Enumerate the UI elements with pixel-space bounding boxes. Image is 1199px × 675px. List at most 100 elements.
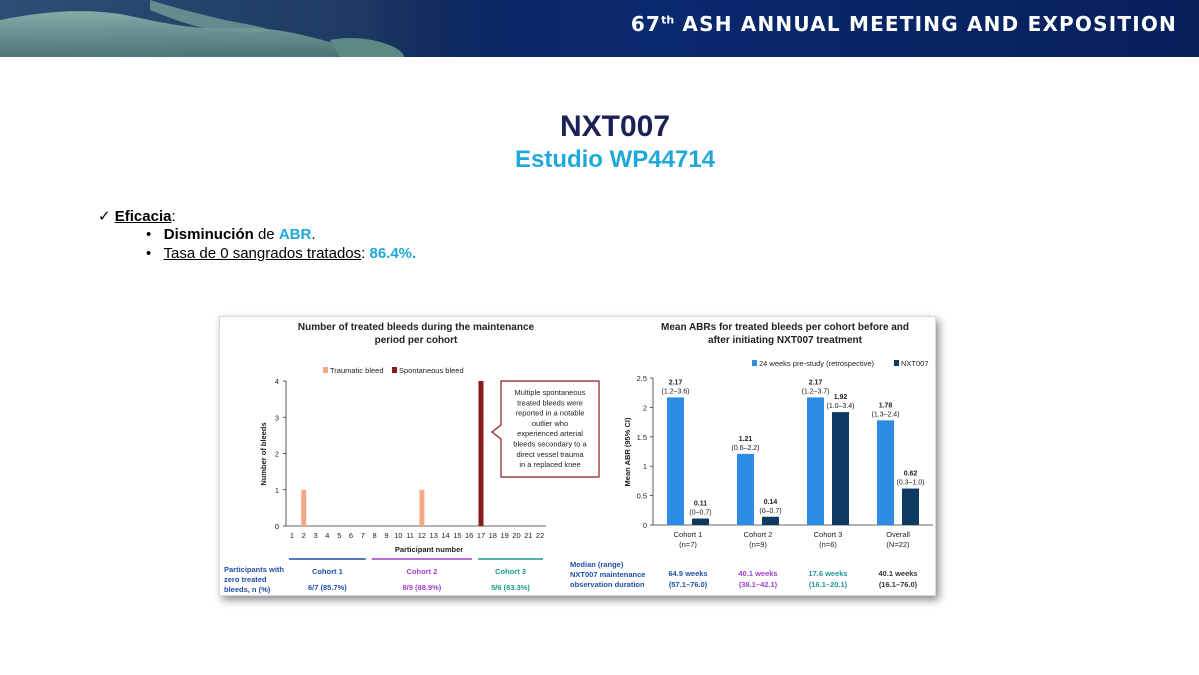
left-y-axis-label: Number of bleeds bbox=[259, 422, 268, 485]
duration-weeks: 40.1 weeks bbox=[738, 569, 777, 578]
nxt007-abr-value: 0.14 bbox=[764, 499, 778, 506]
legend-label-nxt007: NXT007 bbox=[901, 359, 929, 368]
participant-tick-label: 3 bbox=[313, 531, 317, 540]
nxt007-abr-bar bbox=[832, 412, 849, 525]
left-y-tick-label: 2 bbox=[275, 450, 279, 459]
results-figure-svg: Number of treated bleeds during the main… bbox=[224, 322, 933, 594]
prestudy-abr-value: 1.78 bbox=[879, 402, 893, 409]
nxt007-abr-value: 0.11 bbox=[694, 501, 707, 508]
outlier-callout-text: direct vessel trauma bbox=[516, 450, 584, 459]
prestudy-abr-value: 1.21 bbox=[739, 436, 753, 443]
prestudy-abr-value: 2.17 bbox=[669, 379, 683, 386]
right-category-n: (N=22) bbox=[886, 540, 910, 549]
efficacy-label: Eficacia bbox=[114, 208, 172, 225]
right-category-n: (n=7) bbox=[679, 540, 697, 549]
right-category-label: Cohort 1 bbox=[674, 530, 703, 539]
outlier-callout-text: bleeds secondary to a bbox=[513, 440, 587, 449]
bullet-abr: • Disminución de ABR. bbox=[146, 226, 316, 243]
outlier-callout-text: reported in a notable bbox=[516, 409, 585, 418]
traumatic-bleed-bar bbox=[301, 489, 307, 526]
outlier-callout-text: Multiple spontaneous bbox=[515, 388, 586, 397]
spontaneous-bleed-bar bbox=[478, 381, 484, 526]
outlier-callout-text: treated bleeds were bbox=[517, 398, 583, 407]
outlier-callout-text: experienced arterial bbox=[517, 429, 583, 438]
participant-tick-label: 17 bbox=[477, 531, 485, 540]
nxt007-abr-ci: (0–0.7) bbox=[759, 508, 781, 515]
right-y-tick-label: 0 bbox=[643, 521, 647, 530]
right-category-n: (n=9) bbox=[749, 540, 767, 549]
cohort-zero-bleeds-value: 5/6 (83.3%) bbox=[491, 583, 530, 592]
traumatic-bleed-bar bbox=[419, 489, 425, 526]
participant-tick-label: 14 bbox=[441, 531, 449, 540]
prestudy-abr-ci: (1.2–3.6) bbox=[661, 388, 689, 395]
participant-tick-label: 8 bbox=[373, 531, 377, 540]
bullet-dot-icon: • bbox=[146, 245, 152, 262]
nxt007-abr-ci: (1.0–3.4) bbox=[826, 403, 854, 410]
participant-tick-label: 5 bbox=[337, 531, 341, 540]
participant-tick-label: 11 bbox=[406, 531, 414, 540]
participant-tick-label: 6 bbox=[349, 531, 353, 540]
prestudy-abr-ci: (1.2–3.7) bbox=[801, 388, 829, 395]
statue-photo bbox=[0, 0, 520, 57]
bullet-dot-icon: • bbox=[146, 226, 152, 243]
participant-tick-label: 13 bbox=[430, 531, 438, 540]
participant-tick-label: 10 bbox=[394, 531, 402, 540]
legend-label-prestudy: 24 weeks pre-study (retrospective) bbox=[759, 359, 875, 368]
participant-tick-label: 2 bbox=[302, 531, 306, 540]
prestudy-abr-ci: (0.6–2.2) bbox=[731, 445, 759, 452]
right-chart-title: after initiating NXT007 treatment bbox=[708, 335, 863, 346]
prestudy-abr-bar bbox=[737, 453, 754, 525]
cohort-label: Cohort 1 bbox=[312, 567, 343, 576]
left-x-axis-label: Participant number bbox=[395, 545, 463, 554]
zero-bleeds-row-label: Participants with bbox=[224, 565, 284, 574]
right-y-tick-label: 1.5 bbox=[637, 433, 647, 442]
nxt007-abr-ci: (0.3–1.0) bbox=[896, 480, 924, 487]
right-y-tick-label: 1 bbox=[643, 462, 647, 471]
outlier-callout-text: in a replaced knee bbox=[519, 460, 580, 469]
slide-title: NXT007 bbox=[559, 110, 671, 143]
participant-tick-label: 4 bbox=[325, 531, 329, 540]
nxt007-abr-bar bbox=[692, 518, 709, 525]
zero-bleeds-row-label: zero treated bbox=[224, 575, 267, 584]
cohort-zero-bleeds-value: 8/9 (88.9%) bbox=[403, 583, 442, 592]
participant-tick-label: 15 bbox=[453, 531, 461, 540]
nxt007-abr-bar bbox=[762, 516, 779, 525]
nxt007-abr-bar bbox=[902, 488, 919, 525]
left-y-tick-label: 0 bbox=[275, 522, 279, 531]
left-y-tick-label: 3 bbox=[275, 413, 279, 422]
results-figure: Number of treated bleeds during the main… bbox=[219, 316, 936, 596]
slide-subtitle: Estudio WP44714 bbox=[514, 146, 716, 173]
right-y-tick-label: 2.5 bbox=[637, 374, 647, 383]
left-chart-title: period per cohort bbox=[375, 335, 458, 346]
bullet-zero-bleeds: • Tasa de 0 sangrados tratados: 86.4%. bbox=[146, 245, 417, 262]
duration-weeks: 17.6 weeks bbox=[808, 569, 847, 578]
prestudy-abr-bar bbox=[807, 397, 824, 525]
duration-weeks: 64.9 weeks bbox=[668, 569, 707, 578]
prestudy-abr-bar bbox=[667, 397, 684, 525]
left-y-tick-label: 4 bbox=[275, 377, 279, 386]
duration-range: (16.1–76.0) bbox=[879, 580, 918, 589]
meeting-title: 67th ASH ANNUAL MEETING AND EXPOSITION bbox=[630, 12, 1177, 36]
participant-tick-label: 16 bbox=[465, 531, 473, 540]
outlier-callout-text: outlier who bbox=[532, 419, 568, 428]
participant-tick-label: 19 bbox=[500, 531, 508, 540]
right-chart-title: Mean ABRs for treated bleeds per cohort … bbox=[661, 322, 909, 333]
zero-bleeds-row-label: bleeds, n (%) bbox=[224, 585, 271, 594]
left-chart-title: Number of treated bleeds during the main… bbox=[298, 322, 535, 333]
legend-swatch-nxt007 bbox=[894, 360, 899, 366]
right-category-label: Cohort 3 bbox=[814, 530, 843, 539]
prestudy-abr-bar bbox=[877, 420, 894, 525]
legend-swatch-prestudy bbox=[752, 360, 757, 366]
nxt007-abr-value: 0.62 bbox=[904, 471, 918, 478]
duration-range: (57.1–76.0) bbox=[669, 580, 708, 589]
participant-tick-label: 21 bbox=[524, 531, 532, 540]
right-y-axis-label: Mean ABR (95% CI) bbox=[623, 417, 632, 486]
duration-weeks: 40.1 weeks bbox=[878, 569, 917, 578]
cohort-label: Cohort 2 bbox=[406, 567, 437, 576]
prestudy-abr-value: 2.17 bbox=[809, 379, 823, 386]
duration-row-label: NXT007 maintenance bbox=[570, 570, 645, 579]
participant-tick-label: 18 bbox=[489, 531, 497, 540]
outlier-callout bbox=[491, 380, 600, 478]
legend-swatch-traumatic bbox=[323, 367, 328, 373]
